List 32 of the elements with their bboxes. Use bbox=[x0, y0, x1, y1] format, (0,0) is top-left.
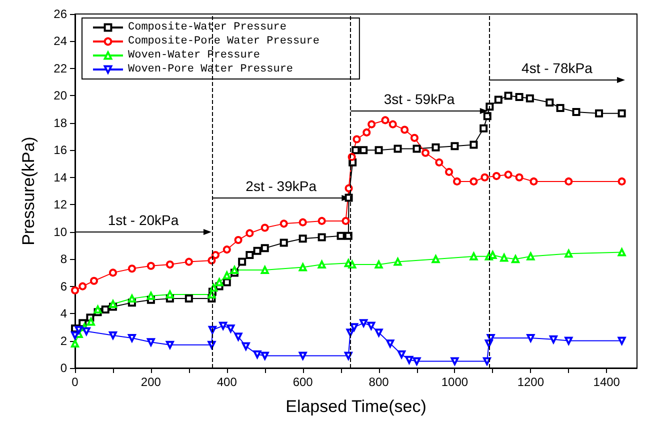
x-tick-label: 200 bbox=[140, 375, 162, 389]
x-tick-label: 400 bbox=[216, 375, 238, 389]
annotation: 1st - 20kPa bbox=[108, 212, 179, 228]
annotation: 4st - 78kPa bbox=[522, 60, 593, 76]
y-tick-label: 0 bbox=[60, 361, 68, 375]
y-tick-label: 8 bbox=[60, 252, 68, 266]
x-tick-label: 0 bbox=[72, 375, 79, 389]
y-tick-label: 26 bbox=[54, 7, 68, 21]
x-axis-title: Elapsed Time(sec) bbox=[286, 397, 426, 416]
y-tick-label: 20 bbox=[54, 88, 68, 103]
legend-label: Woven-Water Pressure bbox=[128, 50, 260, 62]
annotation: 3st - 59kPa bbox=[384, 91, 455, 107]
y-tick-label: 6 bbox=[60, 279, 68, 294]
x-tick-label: 600 bbox=[292, 375, 314, 389]
y-tick-label: 12 bbox=[54, 198, 68, 212]
legend-label: Composite-Pore Water Pressure bbox=[128, 36, 320, 48]
y-tick-label: 2 bbox=[60, 334, 68, 348]
annotation: 2st - 39kPa bbox=[246, 178, 317, 194]
y-tick-label: 16 bbox=[54, 143, 68, 158]
y-tick-label: 22 bbox=[54, 61, 68, 76]
legend-label: Woven-Pore Water Pressure bbox=[128, 64, 294, 76]
y-tick-label: 18 bbox=[54, 116, 68, 130]
legend-label: Composite-Water Pressure bbox=[128, 22, 286, 34]
y-tick-label: 14 bbox=[54, 170, 68, 184]
y-tick-label: 4 bbox=[60, 306, 68, 321]
x-tick-label: 800 bbox=[368, 375, 390, 389]
y-tick-label: 10 bbox=[54, 224, 68, 239]
x-tick-label: 1200 bbox=[517, 375, 544, 389]
y-axis-title: Pressure(kPa) bbox=[19, 136, 38, 246]
x-tick-label: 1400 bbox=[593, 375, 620, 389]
y-tick-label: 24 bbox=[54, 34, 68, 48]
x-tick-label: 1000 bbox=[441, 375, 468, 389]
